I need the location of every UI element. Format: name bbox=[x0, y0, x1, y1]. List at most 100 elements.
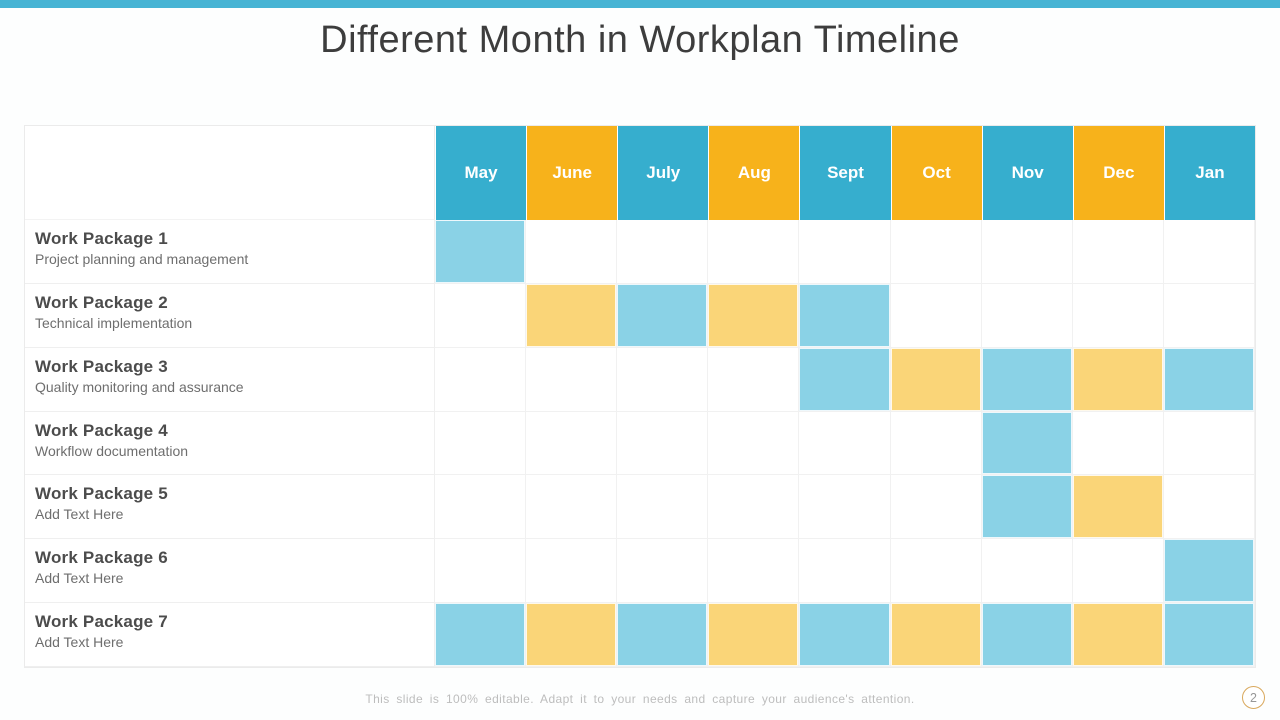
month-header-cell-aug: Aug bbox=[708, 126, 800, 220]
gantt-cell bbox=[1072, 220, 1164, 284]
gantt-cell-filled bbox=[1072, 603, 1164, 667]
slide-title: Different Month in Workplan Timeline bbox=[320, 19, 960, 61]
gantt-cell-filled bbox=[981, 603, 1073, 667]
gantt-cell bbox=[526, 475, 618, 540]
page-number-badge: 2 bbox=[1242, 686, 1265, 709]
gantt-cell bbox=[708, 411, 800, 476]
work-package-subtitle: Add Text Here bbox=[35, 570, 124, 587]
gantt-cell-filled bbox=[1163, 539, 1255, 604]
gantt-cell bbox=[435, 475, 527, 540]
gantt-cell-filled bbox=[1163, 603, 1255, 667]
gantt-cell bbox=[526, 539, 618, 604]
footer-note: This slide is 100% editable. Adapt it to… bbox=[365, 692, 915, 706]
gantt-cell-filled bbox=[1163, 347, 1255, 412]
gantt-cell bbox=[1163, 475, 1255, 540]
gantt-cell bbox=[890, 411, 982, 476]
work-package-label: Work Package 3 Quality monitoring and ass… bbox=[25, 347, 435, 412]
workplan-timeline-table: May June July Aug Sept Oct Nov Dec Jan Work Packa… bbox=[24, 125, 1256, 668]
gantt-cell bbox=[617, 347, 709, 412]
work-package-subtitle: Add Text Here bbox=[35, 506, 124, 523]
gantt-cell-filled bbox=[890, 347, 982, 412]
gantt-cell bbox=[890, 220, 982, 284]
gantt-cell bbox=[708, 539, 800, 604]
work-package-subtitle: Quality monitoring and assurance bbox=[35, 378, 244, 395]
gantt-cell bbox=[1072, 411, 1164, 476]
work-package-subtitle: Project planning and management bbox=[35, 251, 249, 267]
gantt-cell-filled bbox=[1072, 475, 1164, 540]
gantt-cell-filled bbox=[981, 475, 1073, 540]
month-header-cell-jan: Jan bbox=[1163, 126, 1255, 220]
work-package-label: Work Package 5 Add Text Here bbox=[25, 475, 435, 540]
gantt-cell bbox=[617, 411, 709, 476]
gantt-cell bbox=[1163, 220, 1255, 284]
gantt-cell bbox=[435, 347, 527, 412]
gantt-cell bbox=[435, 539, 527, 604]
gantt-cell bbox=[799, 475, 891, 540]
gantt-cell bbox=[890, 283, 982, 348]
month-header-cell-june: June bbox=[526, 126, 618, 220]
gantt-cell bbox=[890, 475, 982, 540]
gantt-cell-filled bbox=[890, 603, 982, 667]
work-package-label: Work Package 6 Add Text Here bbox=[25, 539, 435, 604]
work-package-title: Work Package 3 bbox=[35, 356, 168, 376]
gantt-cell-filled bbox=[617, 603, 709, 667]
gantt-cell bbox=[435, 283, 527, 348]
work-package-label: Work Package 7 Add Text Here bbox=[25, 603, 435, 667]
work-package-title: Work Package 1 bbox=[35, 229, 168, 248]
work-package-title: Work Package 7 bbox=[35, 612, 168, 632]
gantt-cell bbox=[617, 539, 709, 604]
gantt-cell-filled bbox=[435, 220, 527, 284]
table-corner-cell bbox=[25, 126, 435, 220]
gantt-cell-filled bbox=[708, 603, 800, 667]
gantt-cell-filled bbox=[617, 283, 709, 348]
gantt-cell-filled bbox=[799, 347, 891, 412]
gantt-cell-filled bbox=[799, 603, 891, 667]
gantt-cell-filled bbox=[799, 283, 891, 348]
work-package-label: Work Package 1 Project planning and manag… bbox=[25, 220, 435, 284]
gantt-cell bbox=[617, 475, 709, 540]
gantt-cell bbox=[526, 347, 618, 412]
gantt-cell-filled bbox=[526, 603, 618, 667]
gantt-cell bbox=[799, 539, 891, 604]
gantt-cell bbox=[1072, 539, 1164, 604]
month-header-cell-july: July bbox=[617, 126, 709, 220]
work-package-label: Work Package 2 Technical implementation bbox=[25, 283, 435, 348]
gantt-cell bbox=[1163, 411, 1255, 476]
work-package-title: Work Package 4 bbox=[35, 420, 168, 440]
gantt-cell bbox=[1072, 283, 1164, 348]
month-header-cell-nov: Nov bbox=[981, 126, 1073, 220]
gantt-cell-filled bbox=[435, 603, 527, 667]
gantt-cell bbox=[617, 220, 709, 284]
work-package-label: Work Package 4 Workflow documentation bbox=[25, 411, 435, 476]
gantt-cell bbox=[708, 475, 800, 540]
month-header-cell-dec: Dec bbox=[1072, 126, 1164, 220]
gantt-cell bbox=[981, 283, 1073, 348]
work-package-subtitle: Add Text Here bbox=[35, 634, 124, 651]
gantt-cell bbox=[1163, 283, 1255, 348]
gantt-cell bbox=[981, 539, 1073, 604]
gantt-cell bbox=[708, 220, 800, 284]
gantt-cell-filled bbox=[708, 283, 800, 348]
gantt-cell-filled bbox=[526, 283, 618, 348]
gantt-cell-filled bbox=[981, 347, 1073, 412]
month-header-cell-sept: Sept bbox=[799, 126, 891, 220]
gantt-cell bbox=[526, 411, 618, 476]
top-accent-bar bbox=[0, 0, 1280, 8]
gantt-cell bbox=[799, 411, 891, 476]
work-package-title: Work Package 6 bbox=[35, 548, 168, 568]
gantt-cell-filled bbox=[1072, 347, 1164, 412]
gantt-cell bbox=[981, 220, 1073, 284]
gantt-cell bbox=[435, 411, 527, 476]
work-package-subtitle: Workflow documentation bbox=[35, 442, 189, 459]
work-package-subtitle: Technical implementation bbox=[35, 314, 193, 331]
gantt-cell bbox=[799, 220, 891, 284]
page-number: 2 bbox=[1250, 690, 1257, 705]
gantt-cell-filled bbox=[981, 411, 1073, 476]
gantt-cell bbox=[526, 220, 618, 284]
gantt-cell bbox=[890, 539, 982, 604]
month-header-cell-oct: Oct bbox=[890, 126, 982, 220]
gantt-cell bbox=[708, 347, 800, 412]
work-package-title: Work Package 2 bbox=[35, 292, 168, 312]
month-header-cell-may: May bbox=[435, 126, 527, 220]
